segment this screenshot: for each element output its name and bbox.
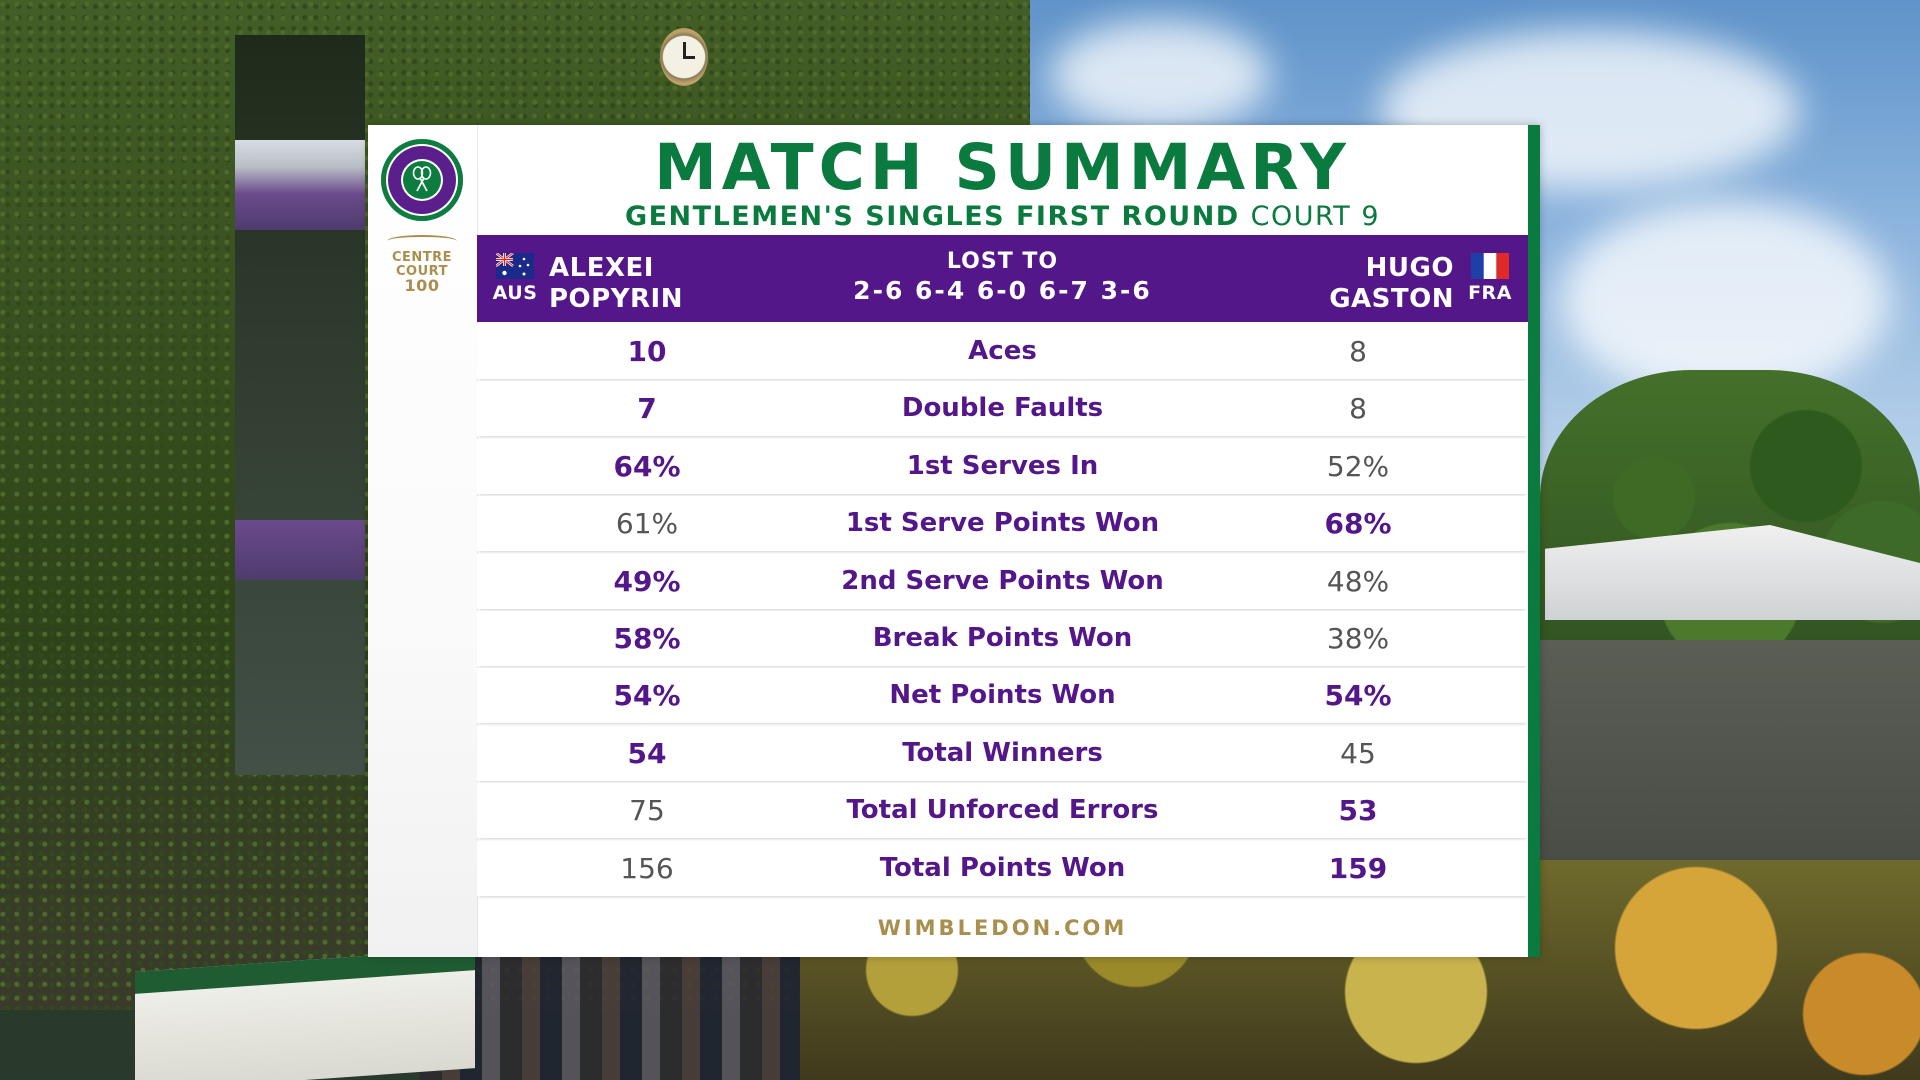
player2-stat-value: 48% [1326, 564, 1390, 598]
stat-label: 1st Serve Points Won [845, 508, 1160, 539]
stat-label: 2nd Serve Points Won [841, 565, 1164, 596]
green-edge-stripe [1528, 125, 1540, 957]
wimbledon-logo-icon [381, 139, 463, 221]
player1-stat-value: 58% [613, 621, 681, 655]
stat-label: Total Winners [902, 737, 1103, 768]
players-header-bar: AUS ALEXEI POPYRIN LOST TO 2-6 6-4 6-0 6… [477, 235, 1528, 322]
page-title: MATCH SUMMARY [654, 131, 1351, 204]
player1-stat-value: 7 [637, 392, 657, 426]
match-result: LOST TO 2-6 6-4 6-0 6-7 3-6 [477, 249, 1528, 305]
player1-name: ALEXEI POPYRIN [549, 253, 683, 315]
stat-row: Total Winners 54 45 [477, 725, 1528, 781]
stat-row: 1st Serve Points Won 61% 68% [477, 496, 1528, 552]
stat-label: Break Points Won [872, 622, 1133, 653]
match-summary-panel: CENTRE COURT 100 MATCH SUMMARY GENTLEMEN… [368, 125, 1540, 957]
centre-court-100-logo: CENTRE COURT 100 [376, 235, 468, 295]
player1-stat-value: 54 [627, 736, 667, 770]
stat-label: Net Points Won [889, 680, 1116, 711]
stat-row: 1st Serves In 64% 52% [477, 438, 1528, 494]
player2-block: HUGO GASTON FRA [1329, 253, 1512, 315]
crown-icon [387, 235, 457, 247]
player2-stat-value: 8 [1349, 392, 1367, 426]
player2-stat-value: 68% [1324, 507, 1392, 541]
player2-first-name: HUGO [1365, 253, 1454, 283]
france-flag-icon [1471, 253, 1509, 279]
player1-stat-value: 54% [613, 679, 681, 713]
stat-row: Double Faults 7 8 [477, 381, 1528, 437]
player2-name: HUGO GASTON [1329, 253, 1454, 315]
court-label: COURT 9 [1250, 201, 1381, 232]
australia-flag-icon [496, 253, 534, 279]
player1-stat-value: 156 [620, 851, 674, 885]
player2-stat-value: 159 [1328, 851, 1388, 885]
player1-first-name: ALEXEI [549, 253, 654, 283]
player2-stat-value: 38% [1326, 621, 1390, 655]
player1-stat-value: 75 [629, 794, 665, 828]
player2-country: FRA [1468, 282, 1512, 304]
cloud [1050, 20, 1270, 130]
player1-country: AUS [492, 282, 538, 304]
balcony [235, 520, 365, 580]
signpost [135, 948, 475, 1080]
player1-block: AUS ALEXEI POPYRIN [493, 253, 683, 315]
round-label: GENTLEMEN'S SINGLES FIRST ROUND [624, 201, 1240, 232]
crossed-rackets-icon [412, 166, 432, 192]
stat-row: Net Points Won 54% 54% [477, 668, 1528, 724]
stat-label: Total Points Won [879, 852, 1126, 883]
logo-column: CENTRE COURT 100 [368, 125, 478, 957]
stat-row: Total Unforced Errors 75 53 [477, 783, 1528, 839]
footer-website: WIMBLEDON.COM [877, 916, 1128, 940]
centre-court-line2: COURT [396, 264, 448, 279]
stat-label: Total Unforced Errors [846, 795, 1159, 826]
player1-stat-value: 49% [613, 564, 681, 598]
stat-label: Aces [968, 336, 1037, 366]
centre-court-line1: CENTRE [391, 250, 453, 265]
stat-label: 1st Serves In [906, 450, 1099, 481]
player2-last-name: GASTON [1329, 284, 1454, 314]
player1-last-name: POPYRIN [549, 284, 683, 314]
stat-label: Double Faults [901, 393, 1104, 424]
stat-row: Total Points Won 156 159 [477, 840, 1528, 896]
player2-flag-block: FRA [1468, 253, 1512, 304]
centre-court-line3: 100 [404, 276, 440, 295]
player2-stat-value: 8 [1349, 335, 1367, 368]
player1-stat-value: 64% [613, 449, 681, 483]
player1-stat-value: 10 [627, 335, 667, 368]
player2-stat-value: 52% [1326, 449, 1390, 483]
player1-flag-block: AUS [493, 253, 537, 304]
stat-row: 2nd Serve Points Won 49% 48% [477, 553, 1528, 609]
stat-row: Break Points Won 58% 38% [477, 610, 1528, 666]
round-subtitle: GENTLEMEN'S SINGLES FIRST ROUND COURT 9 [477, 201, 1528, 232]
player1-stat-value: 61% [615, 507, 679, 541]
player2-stat-value: 45 [1340, 736, 1376, 770]
match-score: 2-6 6-4 6-0 6-7 3-6 [853, 276, 1152, 305]
player2-stat-value: 54% [1324, 679, 1392, 713]
clock-icon [660, 28, 708, 86]
cloud [1560, 200, 1890, 400]
player2-stat-value: 53 [1338, 794, 1378, 828]
stat-row: Aces 10 8 [477, 324, 1528, 379]
title-block: MATCH SUMMARY GENTLEMEN'S SINGLES FIRST … [477, 125, 1528, 235]
result-text: LOST TO [946, 249, 1059, 274]
balcony [235, 140, 365, 230]
stats-table: Aces 10 8 Double Faults 7 8 1st Serves In 64% 52… [477, 324, 1528, 898]
